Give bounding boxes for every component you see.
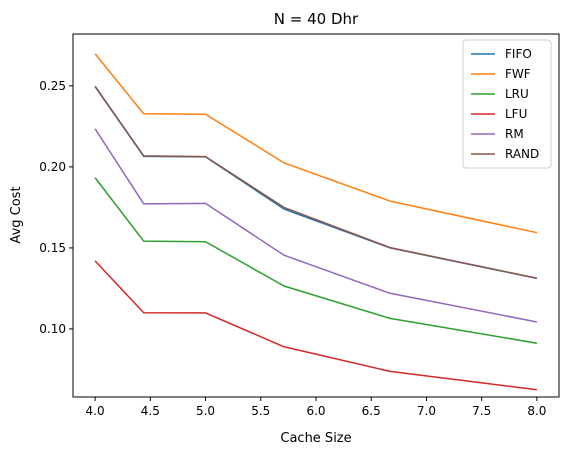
series-line-fwf [94, 53, 538, 234]
y-tick-label: 0.20 [39, 160, 66, 174]
legend-label-lfu: LFU [505, 107, 527, 121]
series-line-rm [94, 128, 538, 323]
y-tick-label: 0.10 [39, 322, 66, 336]
x-axis-ticks: 4.0 4.5 5.0 5.5 6.0 6.5 7.0 7.5 8.0 [86, 397, 546, 418]
legend-label-fwf: FWF [505, 67, 531, 81]
x-tick-label: 4.0 [86, 404, 105, 418]
y-axis-label: Avg Cost [9, 186, 24, 243]
series-line-lfu [94, 260, 538, 391]
x-axis-label: Cache Size [280, 431, 351, 446]
y-tick-label: 0.25 [39, 79, 66, 93]
x-tick-label: 5.0 [196, 404, 215, 418]
y-axis-ticks: 0.10 0.15 0.20 0.25 [39, 79, 73, 336]
legend: FIFO FWF LRU LFU RM RAND [462, 39, 552, 169]
legend-box [462, 39, 552, 169]
legend-label-rand: RAND [505, 147, 539, 161]
series-line-lru [94, 177, 538, 344]
x-tick-label: 7.5 [472, 404, 491, 418]
legend-label-rm: RM [505, 127, 524, 141]
x-tick-label: 4.5 [141, 404, 160, 418]
chart-title: N = 40 Dhr [274, 10, 359, 28]
series-lines [94, 53, 538, 391]
x-tick-label: 6.0 [306, 404, 325, 418]
legend-label-lru: LRU [505, 87, 529, 101]
series-line-rand [94, 85, 538, 279]
y-tick-label: 0.15 [39, 241, 66, 255]
x-tick-label: 7.0 [417, 404, 436, 418]
x-tick-label: 5.5 [251, 404, 270, 418]
x-tick-label: 6.5 [362, 404, 381, 418]
x-tick-label: 8.0 [527, 404, 546, 418]
legend-label-fifo: FIFO [505, 47, 532, 61]
